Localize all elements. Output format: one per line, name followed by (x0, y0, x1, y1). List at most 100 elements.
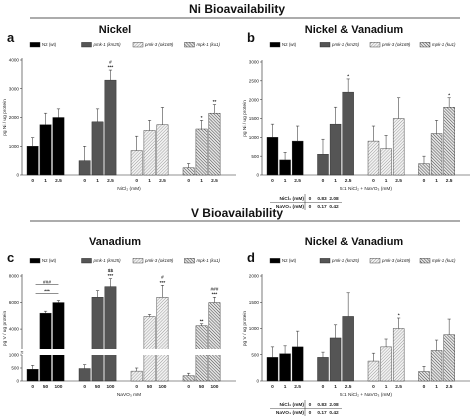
conc-value: 0 (309, 410, 312, 416)
legend-label-wt: N2 (wt) (282, 258, 297, 263)
y-tick-label: 1500 (249, 116, 260, 121)
legend-label-km25: pmk-1 (km25) (331, 258, 360, 263)
bar-km25-0 (317, 357, 329, 382)
panel-title-b: Nickel & Vanadium (305, 24, 404, 36)
bar-wt-2.5 (291, 140, 304, 176)
bar-ok169-0 (367, 360, 380, 382)
bar-km25-50 (91, 297, 104, 382)
bar-ok169-0 (130, 150, 143, 176)
significance-mark: ** (200, 318, 204, 324)
x-tick-label: 1 (200, 178, 203, 184)
bar-km25-0 (78, 160, 91, 176)
legend-label-wt: N2 (wt) (42, 258, 57, 263)
panel-letter-c: c (7, 250, 14, 265)
conc-value: 0.83 (317, 402, 327, 408)
legend-swatch-km25 (81, 42, 92, 48)
legend-swatch-ku1 (419, 258, 431, 264)
bar-ok169-100 (156, 297, 169, 382)
legend-swatch-km25 (319, 258, 331, 264)
x-tick-label: 2.5 (159, 178, 166, 184)
x-tick-label: 2.5 (446, 384, 453, 390)
panel-title-a: Nickel (99, 24, 131, 36)
legend-swatch-km25 (81, 258, 92, 264)
bar-km25-1 (329, 123, 342, 176)
legend-label-wt: N2 (wt) (42, 42, 57, 47)
legend-label-ok169: pmk-3 (ok169) (381, 258, 411, 263)
y-tick-label: 1000 (249, 326, 260, 331)
x-tick-label: 2.5 (395, 178, 402, 184)
bar-ku1-1 (430, 133, 443, 176)
x-tick-label: 1 (44, 178, 47, 184)
panel-title-c: Vanadium (89, 236, 141, 248)
bar-km25-1 (91, 121, 104, 176)
bar-break-gap (104, 349, 117, 355)
x-tick-label: 0 (135, 384, 138, 390)
x-tick-label: 1 (435, 178, 438, 184)
bar-wt-0 (26, 146, 39, 176)
bar-ok169-2.5 (392, 328, 405, 382)
panel-letter-b: b (247, 30, 255, 45)
conc-value: 2.08 (329, 196, 339, 202)
legend-swatch-ku1 (184, 42, 195, 48)
bracket-label: *** (44, 288, 50, 294)
chart-c: N2 (wt) pmk-1 (km25) pmk-3 (ok169) mpk-1 (k… (2, 258, 236, 398)
significance-mark: * (398, 313, 400, 319)
x-tick-label: 50 (199, 384, 205, 390)
x-tick-label: 0 (372, 178, 375, 184)
x-tick-label: 0 (322, 178, 325, 184)
bar-ok169-2.5 (392, 118, 405, 176)
y-axis-label: pg V / ug protein (2, 311, 8, 347)
x-tick-label: 1 (385, 178, 388, 184)
bar-km25-2.5 (104, 79, 117, 176)
x-tick-label: 0 (135, 178, 138, 184)
x-tick-label: 0 (271, 178, 274, 184)
chart-a: N2 (wt) pmk-1 (km25) pmk-3 (ok169) mpk-1 (k… (2, 42, 236, 192)
bar-ku1-0 (182, 375, 195, 382)
bar-wt-50 (39, 312, 52, 382)
x-tick-label: 1 (385, 384, 388, 390)
significance-mark: *** (212, 292, 218, 298)
conc-row-label: NiCl₂ (mM) (279, 402, 304, 408)
bar-ku1-2.5 (208, 112, 221, 176)
x-axis-label: NaVO₃ mM (117, 392, 141, 398)
x-tick-label: 1 (148, 178, 151, 184)
x-tick-label: 0 (187, 384, 190, 390)
bar-wt-100 (52, 302, 65, 382)
x-tick-label: 100 (54, 384, 62, 390)
conc-value: 0.83 (317, 196, 327, 202)
legend-label-ku1: mpk-1 (ku1) (197, 258, 221, 263)
chart-b: N2 (wt) pmk-1 (km25) pmk-3 (ok169) mpk-1 (k… (242, 42, 470, 210)
bar-break-gap (91, 349, 104, 355)
bar-km25-2.5 (342, 91, 354, 176)
x-tick-label: 1 (284, 178, 287, 184)
y-axis-label: pg V / ug protein (242, 311, 248, 347)
y-tick-label: 6000 (9, 300, 20, 305)
x-tick-label: 2.5 (107, 178, 114, 184)
legend-label-ku1: mpk-1 (ku1) (432, 258, 456, 263)
chart-d: N2 (wt) pmk-1 (km25) pmk-3 (ok169) mpk-1 (k… (242, 258, 470, 416)
x-tick-label: 2.5 (446, 178, 453, 184)
y-tick-label: 2500 (249, 78, 260, 83)
x-tick-label: 2.5 (345, 384, 352, 390)
significance-mark: *** (160, 280, 166, 286)
x-axis-label: NiCl₂ (mM) (117, 186, 141, 192)
significance-mark: *** (108, 65, 114, 71)
x-tick-label: 0 (31, 178, 34, 184)
bar-ku1-100 (208, 302, 221, 382)
x-tick-label: 0 (271, 384, 274, 390)
legend-swatch-ok169 (369, 42, 381, 48)
conc-value: 0.17 (317, 410, 327, 416)
legend-swatch-ok169 (369, 258, 381, 264)
bar-ku1-1 (195, 128, 208, 176)
bar-km25-1 (329, 337, 342, 382)
legend-swatch-wt (29, 258, 41, 264)
x-tick-label: 0 (423, 384, 426, 390)
bar-wt-0 (266, 137, 279, 176)
legend-swatch-km25 (319, 42, 331, 48)
bar-ku1-2.5 (443, 106, 455, 176)
significance-mark: *** (108, 273, 114, 279)
x-tick-label: 0 (372, 384, 375, 390)
legend-label-ku1: mpk-1 (ku1) (432, 42, 456, 47)
x-tick-label: 2.5 (294, 384, 301, 390)
